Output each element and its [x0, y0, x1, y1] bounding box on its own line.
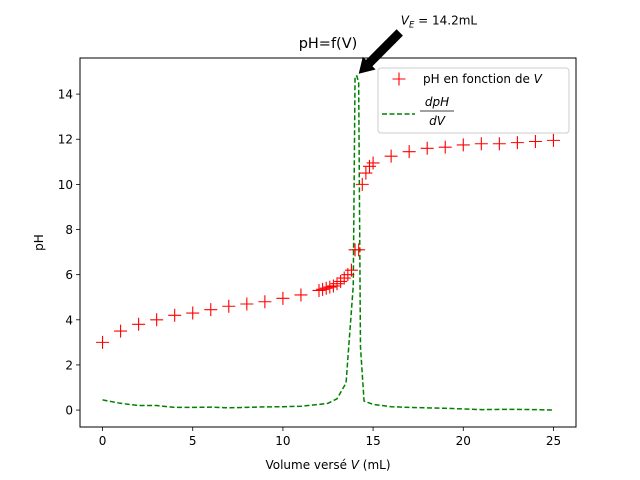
x-axis-label-var: V — [351, 458, 360, 472]
ticks-layer: 0 5 10 15 20 25 0 2 4 6 8 10 12 14 — [58, 88, 561, 448]
annotation-var: V — [401, 13, 410, 27]
ph-point — [474, 137, 488, 151]
x-tick-label: 0 — [99, 434, 107, 448]
ph-point — [312, 283, 326, 297]
annotation-arrow — [358, 29, 403, 74]
ph-point — [276, 291, 290, 305]
ph-point — [330, 277, 344, 291]
legend-marker-plus — [392, 72, 406, 86]
ph-point — [186, 306, 200, 320]
legend-label-derivative-denominator: dV — [429, 114, 446, 128]
ph-point — [294, 288, 308, 302]
y-tick-label: 10 — [58, 178, 73, 192]
ph-point — [337, 271, 351, 285]
legend-box — [377, 67, 570, 134]
legend-label-derivative-numerator: dpH — [425, 95, 449, 109]
annotation-equivalence: VE = 14.2mL — [358, 13, 478, 74]
series-derivative-line — [102, 75, 554, 411]
ph-point — [319, 281, 333, 295]
ph-point — [366, 156, 380, 170]
legend-label-ph-var: V — [534, 72, 543, 86]
series-layer — [96, 75, 560, 411]
ph-point — [114, 324, 128, 338]
ph-point — [204, 303, 218, 317]
legend-label-ph-pre: pH en fonction de — [423, 72, 534, 86]
y-tick-label: 6 — [65, 268, 73, 282]
ph-point — [359, 166, 373, 180]
x-axis-label: Volume versé V (mL) — [265, 458, 390, 472]
legend-marker-ph — [392, 72, 406, 86]
ph-point — [240, 297, 254, 311]
ph-point — [334, 274, 348, 288]
ph-point — [150, 313, 164, 327]
ph-point — [510, 136, 524, 150]
y-axis-label: pH — [32, 234, 46, 251]
ph-point — [438, 140, 452, 154]
x-axis-label-pre: Volume versé — [265, 458, 350, 472]
axes-frame — [79, 57, 577, 428]
x-tick-label: 10 — [275, 434, 290, 448]
ph-point — [355, 177, 369, 191]
annotation-rest: = 14.2mL — [414, 13, 477, 27]
ph-point — [96, 335, 110, 349]
ph-point — [316, 282, 330, 296]
ph-point — [384, 149, 398, 163]
ph-point — [168, 308, 182, 322]
ph-point — [222, 299, 236, 313]
ph-point — [456, 138, 470, 152]
x-tick-label: 15 — [365, 434, 380, 448]
ph-point — [528, 135, 542, 149]
y-tick-label: 0 — [65, 404, 73, 418]
ph-point — [344, 263, 358, 277]
ph-point — [132, 317, 146, 331]
y-tick-label: 14 — [58, 88, 73, 102]
ph-point — [258, 295, 272, 309]
ph-point — [362, 159, 376, 173]
legend-label-ph: pH en fonction de V — [423, 72, 543, 86]
y-tick-label: 12 — [58, 133, 73, 147]
x-tick-label: 25 — [546, 434, 561, 448]
chart-title: pH=f(V) — [299, 36, 358, 52]
ph-point — [492, 137, 506, 151]
ph-point — [546, 133, 560, 147]
annotation-sub: E — [409, 20, 415, 30]
ph-point — [402, 145, 416, 159]
ph-point — [326, 279, 340, 293]
y-tick-label: 2 — [65, 358, 73, 372]
x-tick-label: 5 — [189, 434, 197, 448]
x-tick-label: 20 — [456, 434, 471, 448]
ph-point — [323, 280, 337, 294]
ph-point — [352, 243, 366, 257]
y-tick-label: 8 — [65, 223, 73, 237]
annotation-label: VE = 14.2mL — [401, 13, 478, 30]
legend: pH en fonction de V dpH dV — [377, 67, 570, 134]
x-axis-label-post: (mL) — [359, 458, 391, 472]
y-tick-label: 4 — [65, 313, 73, 327]
ph-point — [420, 141, 434, 155]
